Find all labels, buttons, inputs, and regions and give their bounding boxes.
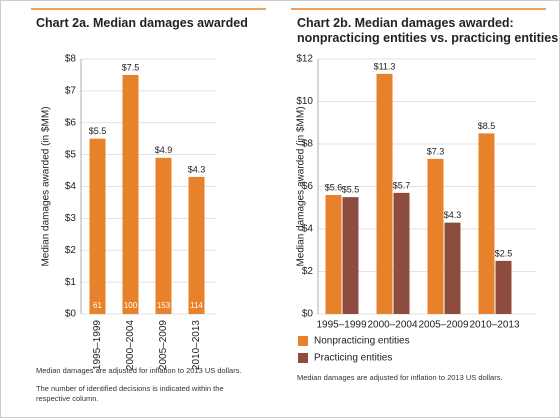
value-label: $11.3 (374, 61, 396, 71)
y-tick-label: $8 (65, 54, 77, 65)
bar (156, 158, 172, 314)
count-label: 114 (190, 301, 203, 310)
bar (479, 133, 495, 314)
count-label: 100 (124, 301, 138, 310)
value-label: $5.6 (325, 182, 343, 192)
chart-title: Chart 2b. Median damages awarded: (297, 16, 514, 31)
x-tick-label: 1995–1999 (316, 320, 366, 331)
value-label: $5.5 (89, 126, 107, 136)
bar (428, 159, 444, 314)
x-tick-label: 2000–2004 (125, 320, 136, 370)
legend-swatch (298, 353, 308, 363)
value-label: $4.9 (155, 145, 173, 155)
bar (90, 139, 106, 314)
bar (377, 74, 393, 314)
y-tick-label: $12 (296, 54, 313, 65)
legend-label: Practicing entities (314, 353, 392, 364)
x-tick-label: 2005–2009 (418, 320, 468, 331)
value-label: $8.5 (478, 121, 496, 131)
y-axis-label: Median damages awarded (in $MM) (41, 106, 52, 266)
value-label: $4.3 (188, 164, 206, 174)
bar (394, 193, 410, 314)
bar (326, 195, 342, 314)
y-tick-label: $0 (302, 309, 314, 320)
value-label: $5.7 (393, 180, 411, 190)
y-tick-label: $1 (65, 277, 77, 288)
y-tick-label: $2 (65, 245, 77, 256)
x-tick-label: 1995–1999 (92, 320, 103, 370)
value-label: $5.5 (342, 185, 360, 195)
y-axis-label: Median damages awarded (in $MM) (296, 106, 307, 266)
value-label: $4.3 (444, 210, 462, 220)
legend-swatch (298, 336, 308, 346)
x-tick-label: 2010–2013 (191, 320, 202, 370)
y-tick-label: $3 (65, 213, 77, 224)
bar (343, 197, 359, 314)
y-tick-label: $4 (65, 181, 77, 192)
y-tick-label: $10 (296, 96, 313, 107)
bar (123, 75, 139, 314)
value-label: $7.3 (427, 146, 445, 156)
bar (189, 177, 205, 314)
count-label: 153 (157, 301, 171, 310)
chart-title: Chart 2a. Median damages awarded (36, 16, 248, 31)
count-label: 61 (93, 301, 102, 310)
y-tick-label: $5 (65, 149, 77, 160)
x-tick-label: 2005–2009 (158, 320, 169, 370)
y-tick-label: $0 (65, 309, 77, 320)
x-tick-label: 2000–2004 (367, 320, 417, 331)
page: $0 $1 $2 $3 $4 $5 $6 $7 $8 Median damages awarded… (0, 0, 560, 418)
x-tick-label: 2010–2013 (469, 320, 519, 331)
bar (445, 223, 461, 314)
value-label: $7.5 (122, 62, 140, 72)
legend-label: Nonpracticing entities (314, 336, 410, 347)
note: The number of identified decisions is in… (36, 384, 256, 404)
charts: $0 $1 $2 $3 $4 $5 $6 $7 $8 Median damages awarded… (1, 1, 559, 417)
value-label: $2.5 (495, 248, 513, 258)
bar (496, 261, 512, 314)
note: Median damages are adjusted for inflatio… (297, 373, 547, 383)
y-tick-label: $6 (65, 117, 77, 128)
y-tick-label: $7 (65, 86, 77, 97)
chart-title: nonpracticing entities vs. practicing en… (297, 31, 558, 46)
y-tick-label: $2 (302, 266, 314, 277)
note: Median damages are adjusted for inflatio… (36, 366, 256, 376)
